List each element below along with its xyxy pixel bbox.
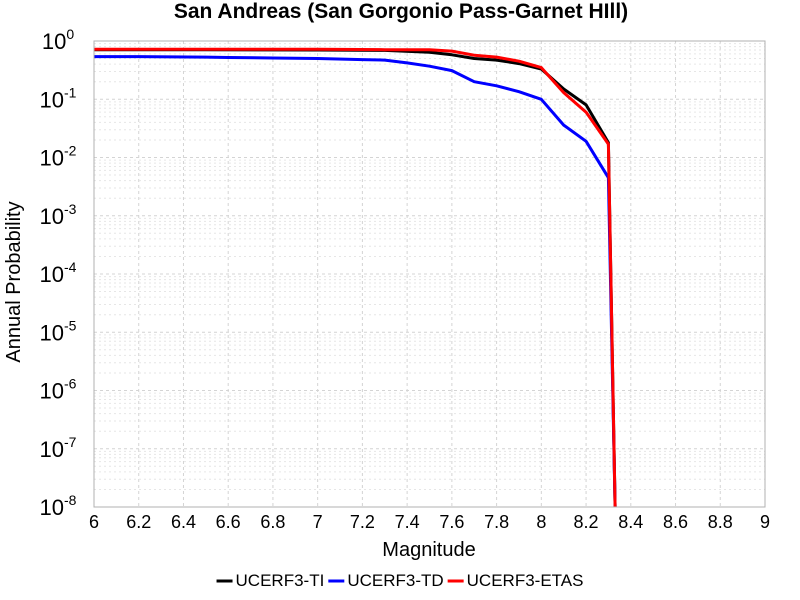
x-tick-label: 7.4 [395, 512, 420, 532]
plot-border [93, 40, 766, 508]
y-axis-label: Annual Probability [3, 201, 25, 362]
x-tick-label: 9 [760, 512, 770, 532]
y-tick-base: 10 [40, 87, 64, 112]
x-tick-label: 6.2 [126, 512, 151, 532]
series-line-ucerf3-td [94, 55, 617, 507]
y-tick-exponent: -8 [64, 492, 77, 508]
x-tick-label: 8.8 [708, 512, 733, 532]
y-tick-base: 10 [42, 29, 66, 54]
y-tick-label: 10-8 [40, 492, 77, 520]
x-tick-label: 7.6 [439, 512, 464, 532]
x-tick-label: 7.2 [350, 512, 375, 532]
legend-label: UCERF3-TD [347, 571, 443, 590]
y-tick-label: 10-2 [40, 143, 77, 171]
y-tick-label: 10-4 [40, 259, 77, 287]
y-tick-exponent: -4 [64, 259, 77, 275]
y-tick-base: 10 [40, 379, 64, 404]
series-layer [94, 47, 617, 507]
y-tick-exponent: -2 [64, 143, 77, 159]
y-tick-exponent: -7 [64, 434, 77, 450]
legend-label: UCERF3-ETAS [467, 571, 584, 590]
y-tick-exponent: -3 [64, 201, 77, 217]
y-tick-base: 10 [40, 262, 64, 287]
x-tick-label: 7.8 [484, 512, 509, 532]
series-line-ucerf3-etas [94, 47, 617, 507]
y-tick-base: 10 [40, 204, 64, 229]
legend: UCERF3-TI UCERF3-TD UCERF3-ETAS [216, 571, 584, 590]
y-tick-label: 10-5 [40, 317, 77, 345]
chart-title: San Andreas (San Gorgonio Pass-Garnet HI… [174, 0, 628, 23]
y-tick-exponent: -1 [64, 84, 77, 100]
y-tick-label: 10-3 [40, 201, 77, 229]
y-tick-base: 10 [40, 437, 64, 462]
y-tick-base: 10 [40, 146, 64, 171]
x-tick-labels: 6 6.2 6.4 6.6 6.8 7 7.2 7.4 7.6 7.8 8 8.2 8.4 8.6 8.8 9 [89, 512, 770, 532]
x-axis-label: Magnitude [382, 539, 475, 561]
x-tick-label: 8.6 [663, 512, 688, 532]
x-tick-label: 6.6 [216, 512, 241, 532]
x-tick-label: 6.4 [171, 512, 196, 532]
y-tick-label: 10-6 [40, 376, 77, 404]
y-tick-exponent: 0 [66, 26, 74, 42]
y-tick-label: 10-7 [40, 434, 77, 462]
y-tick-label: 100 [42, 26, 74, 54]
x-tick-label: 8 [536, 512, 546, 532]
x-tick-label: 6 [89, 512, 99, 532]
y-tick-label: 10-1 [40, 84, 77, 112]
y-tick-base: 10 [40, 320, 64, 345]
x-tick-label: 7 [313, 512, 323, 532]
y-tick-exponent: -6 [64, 376, 77, 392]
y-tick-exponent: -5 [64, 317, 77, 333]
legend-label: UCERF3-TI [236, 571, 325, 590]
x-tick-label: 8.4 [618, 512, 643, 532]
x-tick-label: 8.2 [574, 512, 599, 532]
y-tick-base: 10 [40, 495, 64, 520]
x-tick-label: 6.8 [260, 512, 285, 532]
